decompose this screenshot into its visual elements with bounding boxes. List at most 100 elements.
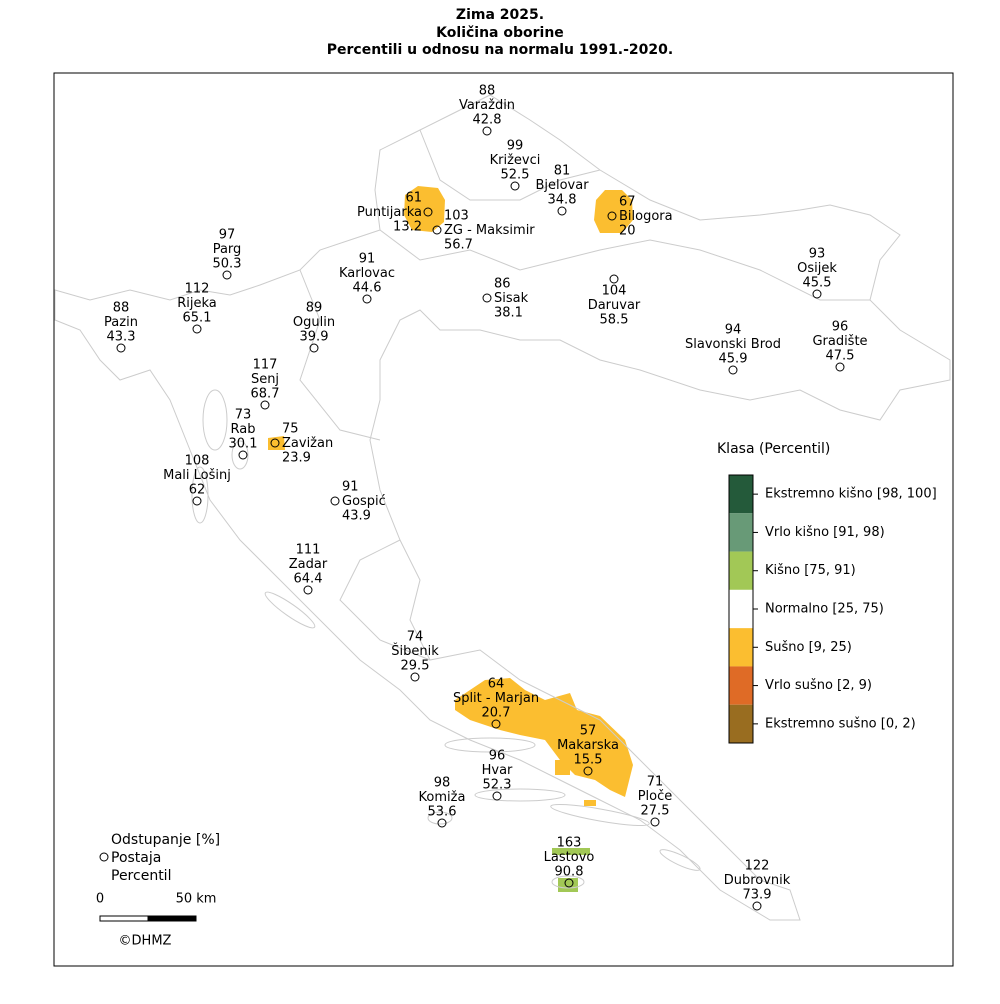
- station-deviation: 163: [557, 836, 582, 851]
- island: [659, 849, 701, 871]
- station-percentile: 20.7: [482, 706, 511, 721]
- station-percentile: 44.6: [353, 281, 382, 296]
- county-border: [299, 269, 381, 441]
- station-deviation: 111: [296, 543, 321, 558]
- station-name: Daruvar: [588, 298, 641, 313]
- station-percentile: 52.5: [501, 168, 530, 183]
- station-deviation: 108: [185, 454, 210, 469]
- title: Količina oborine: [436, 25, 564, 41]
- station-deviation: 81: [554, 164, 571, 179]
- station-percentile: 64.4: [294, 572, 323, 587]
- station-deviation: 97: [219, 228, 236, 243]
- station-marker: [432, 225, 442, 235]
- island: [231, 440, 249, 470]
- station-percentile: 27.5: [641, 804, 670, 819]
- station-name: Bjelovar: [535, 178, 589, 193]
- station-marker: [303, 585, 313, 595]
- station-marker: [835, 362, 845, 372]
- station-percentile: 38.1: [494, 306, 523, 321]
- station-deviation: 112: [185, 282, 210, 297]
- legend-title: Klasa (Percentil): [717, 441, 830, 457]
- legend-label: Ekstremno kišno [98, 100]: [765, 487, 937, 502]
- station-name: Varaždin: [459, 98, 515, 113]
- scale-label: 50 km: [176, 892, 217, 907]
- station-marker: [423, 207, 433, 217]
- station-marker: [564, 878, 574, 888]
- station-name: Gospić: [342, 494, 386, 509]
- island: [474, 788, 566, 802]
- station-percentile: 15.5: [574, 753, 603, 768]
- key: Odstupanje [%] Postaja Percentil 0 50 km…: [96, 832, 220, 949]
- station-name: Šibenik: [391, 643, 439, 659]
- station-name: Slavonski Brod: [685, 337, 781, 352]
- station-marker: [609, 274, 619, 284]
- station-deviation: 86: [494, 277, 511, 292]
- station-name: Dubrovnik: [724, 873, 791, 888]
- legend-label: Sušno [9, 25): [765, 640, 852, 655]
- legend-swatch: [729, 704, 753, 743]
- station-marker: [491, 719, 501, 729]
- station-marker: [557, 206, 567, 216]
- key-text: Percentil: [111, 868, 171, 884]
- station-marker: [362, 294, 372, 304]
- station-deviation: 96: [489, 749, 506, 764]
- island: [427, 811, 453, 825]
- station-percentile: 39.9: [300, 330, 329, 345]
- title: Percentili u odnosu na normalu 1991.-202…: [327, 42, 673, 58]
- station-marker: [492, 791, 502, 801]
- station-percentile: 30.1: [229, 437, 258, 452]
- station-percentile: 56.7: [444, 238, 473, 253]
- station-percentile: 20: [619, 224, 636, 239]
- legend: Klasa (Percentil) Ekstremno kišno [98, 1…: [717, 441, 937, 744]
- station-deviation: 89: [306, 301, 323, 316]
- station-name: Puntijarka: [357, 205, 422, 220]
- legend-label: Normalno [25, 75): [765, 602, 884, 617]
- station-deviation: 98: [434, 776, 451, 791]
- station-name: Hvar: [482, 763, 513, 778]
- legend-border: [728, 474, 754, 744]
- country-outline: [54, 94, 951, 921]
- station-name: Mali Lošinj: [163, 468, 231, 483]
- station-name: Osijek: [797, 261, 837, 276]
- station-marker: [583, 766, 593, 776]
- station-marker: [752, 901, 762, 911]
- legend-swatch: [729, 475, 753, 514]
- station-marker: [192, 324, 202, 334]
- class-area: [404, 186, 445, 232]
- station-deviation: 74: [407, 630, 424, 645]
- station-marker: [238, 450, 248, 460]
- station-percentile: 68.7: [251, 387, 280, 402]
- station-percentile: 73.9: [743, 888, 772, 903]
- legend-swatch: [729, 589, 753, 629]
- scale-bar: [147, 915, 197, 922]
- station-deviation: 104: [602, 284, 627, 299]
- island: [550, 803, 650, 827]
- station-name: Ploče: [638, 789, 673, 804]
- station-percentile: 53.6: [428, 805, 457, 820]
- station-deviation: 88: [479, 84, 496, 99]
- class-area: [584, 800, 596, 806]
- scale-bar: [99, 915, 149, 922]
- station-name: Makarska: [557, 738, 619, 753]
- station-deviation: 64: [488, 677, 505, 692]
- legend-swatch: [729, 513, 753, 552]
- legend-swatch: [729, 551, 753, 590]
- station-deviation: 91: [359, 252, 376, 267]
- station-percentile: 45.5: [803, 276, 832, 291]
- island: [264, 591, 316, 629]
- map-frame: [53, 72, 954, 967]
- station-deviation: 103: [444, 209, 469, 224]
- key-text: Odstupanje [%]: [111, 832, 220, 848]
- key-text: Postaja: [111, 850, 161, 866]
- county-border: [339, 539, 431, 661]
- station-deviation: 61: [405, 191, 422, 206]
- county-border: [419, 129, 601, 201]
- station-percentile: 45.9: [719, 352, 748, 367]
- station-deviation: 88: [113, 301, 130, 316]
- station-deviation: 93: [809, 247, 826, 262]
- island: [191, 466, 209, 524]
- county-border: [379, 229, 870, 301]
- station-marker: [812, 289, 822, 299]
- station-percentile: 42.8: [473, 113, 502, 128]
- station-name: Zavižan: [282, 436, 333, 451]
